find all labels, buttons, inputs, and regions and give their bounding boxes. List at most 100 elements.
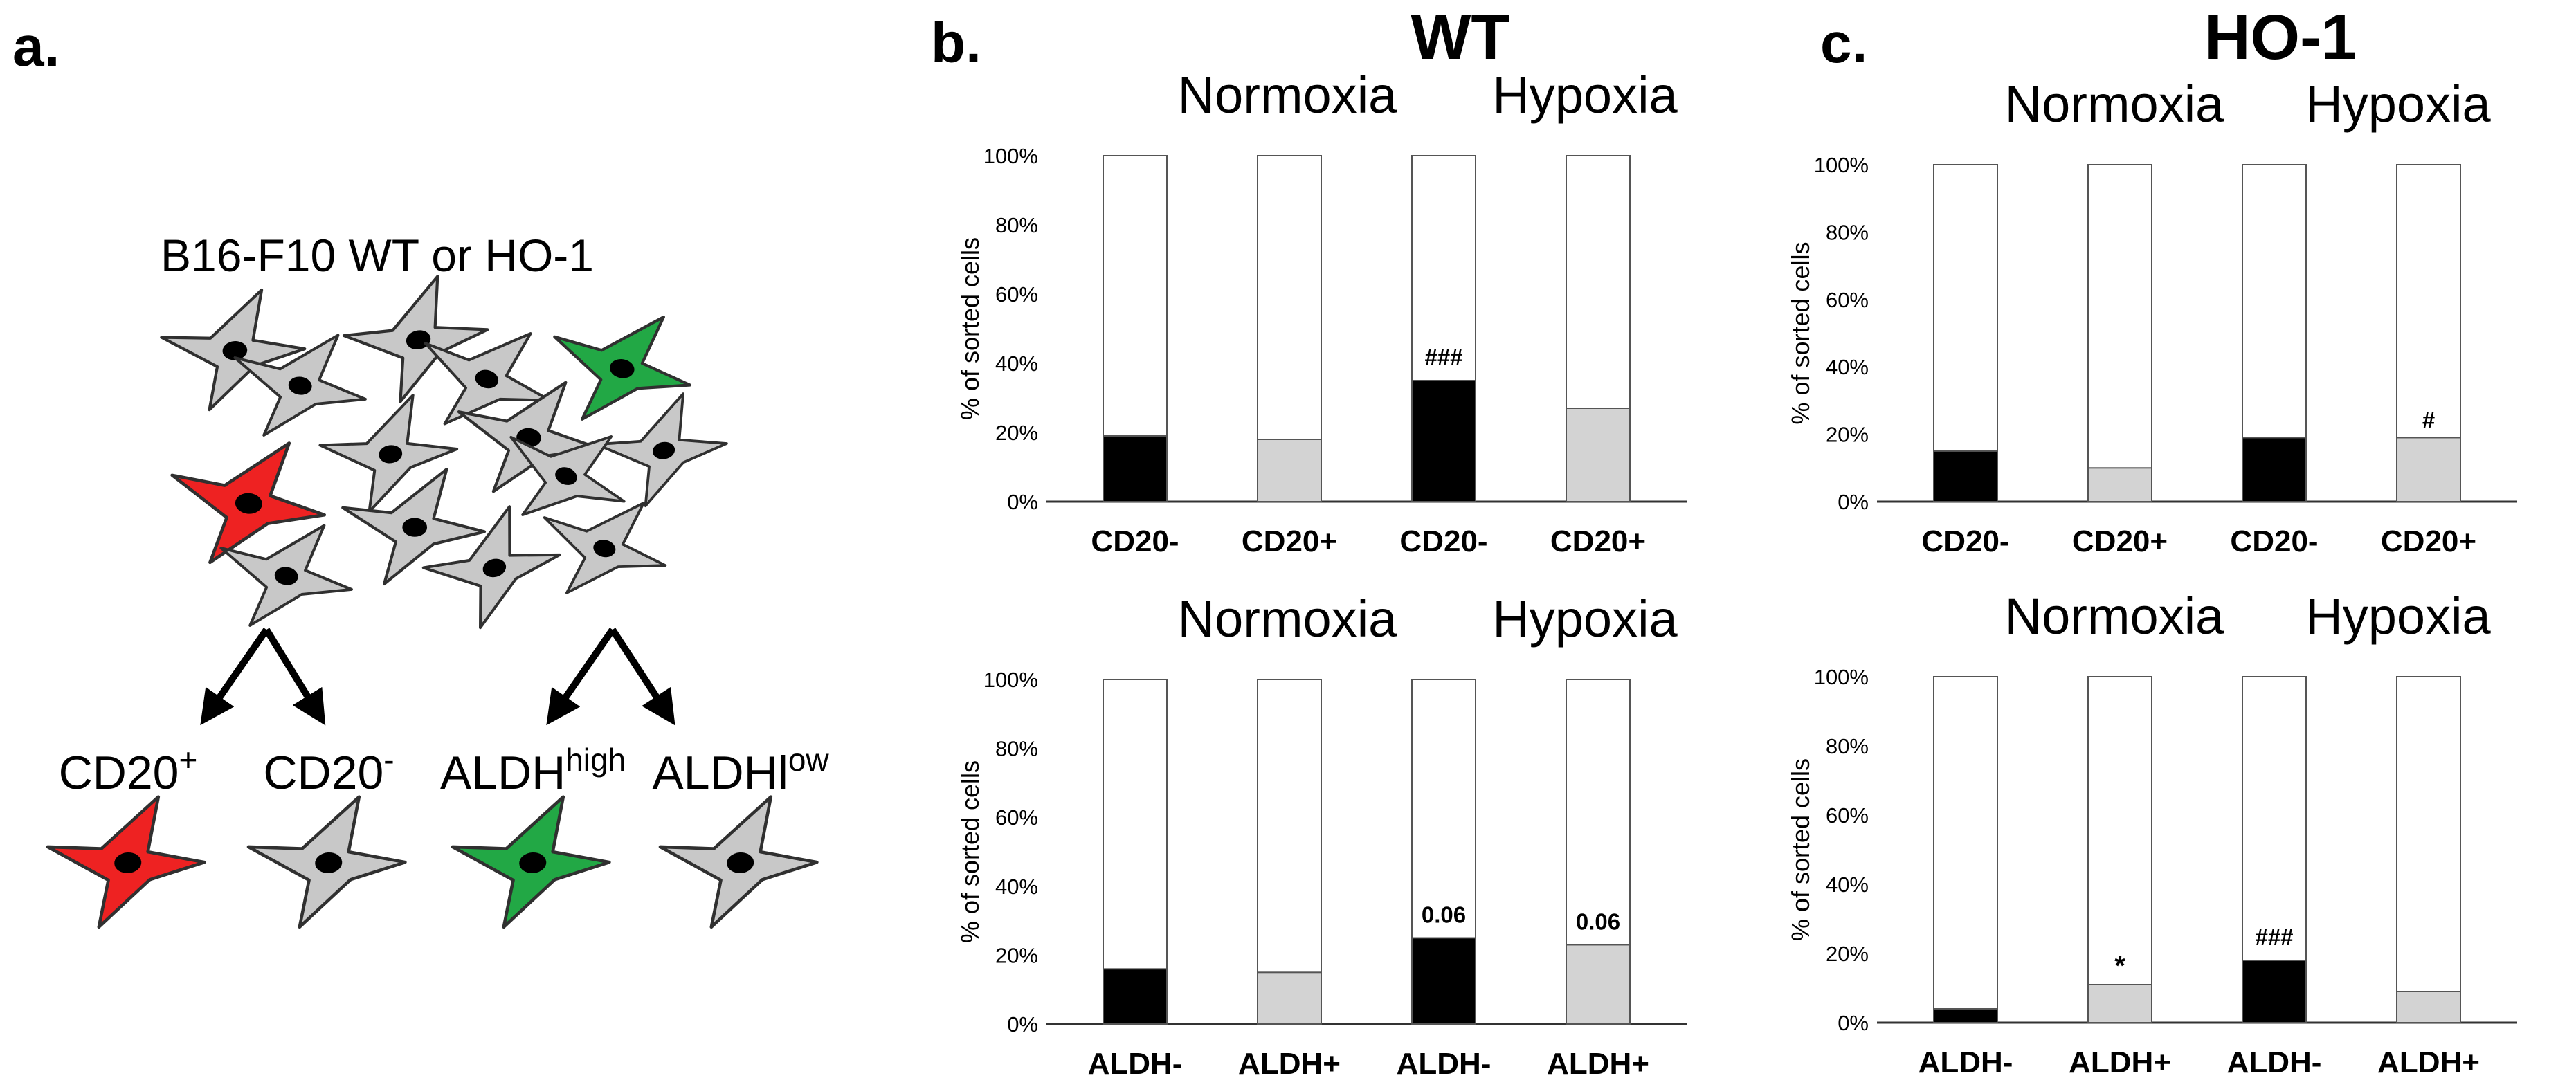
- y-tick-label: 40%: [995, 875, 1038, 899]
- x-tick-label: CD20-: [1399, 524, 1487, 558]
- y-tick-label: 100%: [983, 668, 1038, 692]
- bar-ALDH+: [2396, 991, 2461, 1023]
- panel-c-title: HO-1: [2204, 2, 2357, 73]
- y-tick-label: 20%: [995, 943, 1038, 967]
- population-label-base: ALDH: [440, 747, 565, 799]
- population-cell-2-nucleus: [315, 852, 343, 873]
- bar-CD20+: [2087, 467, 2152, 502]
- sorting-arrow-2: [263, 628, 326, 726]
- panel-a-label: a.: [12, 15, 60, 78]
- bar-ALDH+: [1566, 944, 1631, 1025]
- population-label-sup: high: [565, 742, 626, 778]
- sorting-arrow-3: [546, 628, 616, 726]
- y-axis-label: % of sorted cells: [1786, 758, 1815, 941]
- x-tick-label: ALDH-: [1088, 1047, 1183, 1081]
- cell-cluster: [160, 275, 728, 630]
- cluster-cell-10-nucleus: [235, 493, 262, 514]
- population-cell-2: [246, 795, 407, 929]
- bar-ALDH-: [1411, 937, 1476, 1025]
- population-label-sup: +: [179, 742, 197, 778]
- bar-annotation: 0.06: [1422, 902, 1466, 928]
- y-axis-label: % of sorted cells: [1786, 241, 1815, 424]
- bar-CD20+: [1566, 408, 1631, 502]
- x-tick-label: CD20+: [1242, 524, 1337, 558]
- population-cell-1-nucleus: [114, 852, 142, 873]
- bar-background: [1933, 164, 1998, 502]
- bar-background: [1103, 679, 1168, 1025]
- condition-label-hypoxia: Hypoxia: [2305, 75, 2491, 133]
- population-label-3: ALDHhigh: [440, 742, 626, 799]
- y-axis-label: % of sorted cells: [956, 760, 984, 943]
- panel-b-title: WT: [1411, 2, 1509, 73]
- condition-label-normoxia: Normoxia: [2005, 587, 2224, 645]
- bar-CD20-: [1411, 380, 1476, 502]
- population-cell-1: [46, 795, 206, 929]
- bar-annotation: #: [2422, 407, 2435, 432]
- population-label-sup: -: [383, 742, 394, 778]
- bar-ALDH-: [1933, 1008, 1998, 1023]
- bar-annotation: ###: [1424, 345, 1462, 370]
- sorted-populations: CD20+ CD20- ALDHhigh ALDHlow: [46, 742, 830, 929]
- bar-CD20+: [1257, 439, 1322, 502]
- population-cell-3-nucleus: [519, 852, 547, 873]
- cluster-cell-8: [595, 392, 728, 508]
- bar-annotation: *: [2114, 951, 2125, 981]
- bar-ALDH-: [2242, 960, 2307, 1023]
- bar-ALDH+: [1257, 971, 1322, 1025]
- y-axis-label: % of sorted cells: [956, 237, 984, 420]
- panel-b: b. WT: [931, 2, 1510, 75]
- x-tick-label: ALDH+: [2377, 1045, 2480, 1079]
- condition-label-normoxia: Normoxia: [2005, 75, 2224, 133]
- x-tick-label: ALDH-: [2227, 1045, 2322, 1079]
- x-tick-label: ALDH-: [1397, 1047, 1491, 1081]
- population-label-sup: ow: [788, 742, 830, 778]
- cluster-cell-14-nucleus: [593, 540, 616, 558]
- condition-label-hypoxia: Hypoxia: [1492, 66, 1678, 124]
- cluster-cell-10: [170, 441, 327, 565]
- chart-c-top: Normoxia Hypoxia % of sorted cells 0% 20% 40%…: [1786, 75, 2517, 558]
- cluster-cell-7-nucleus: [610, 359, 635, 378]
- sorting-arrows: [200, 628, 675, 726]
- y-tick-label: 0%: [1838, 1011, 1869, 1035]
- condition-label-normoxia: Normoxia: [1178, 66, 1397, 124]
- y-tick-label: 100%: [983, 144, 1038, 168]
- y-tick-label: 100%: [1814, 665, 1869, 689]
- sorting-arrow-1: [200, 628, 270, 726]
- x-tick-label: CD20+: [2381, 524, 2476, 558]
- bar-background: [2396, 676, 2461, 1023]
- x-tick-label: CD20-: [1921, 524, 2009, 558]
- cluster-cell-14: [543, 502, 667, 594]
- cluster-cell-13: [219, 524, 353, 627]
- bar-ALDH-: [1103, 968, 1168, 1025]
- y-tick-label: 60%: [1826, 288, 1869, 312]
- x-tick-label: ALDH-: [1919, 1045, 2013, 1079]
- bar-CD20-: [1933, 450, 1998, 503]
- cluster-cell-13-nucleus: [274, 567, 298, 585]
- bar-CD20-: [1103, 435, 1168, 502]
- panel-a: a. B16-F10 WT or HO-1 CD20+ CD20- ALDHhigh…: [12, 15, 830, 929]
- y-tick-label: 0%: [1838, 490, 1869, 514]
- y-tick-label: 0%: [1007, 1012, 1038, 1036]
- cluster-cell-12-nucleus: [482, 558, 507, 578]
- bar-ALDH+: [2087, 984, 2152, 1023]
- cluster-cell-9: [509, 435, 626, 516]
- y-tick-label: 20%: [1826, 942, 1869, 966]
- cluster-cell-5: [318, 394, 459, 513]
- y-tick-label: 80%: [1826, 220, 1869, 244]
- population-label-base: CD20: [59, 747, 179, 799]
- cluster-cell-12: [421, 505, 561, 630]
- x-tick-label: CD20-: [2230, 524, 2318, 558]
- x-tick-label: ALDH+: [2069, 1045, 2171, 1079]
- chart-b-bottom: Normoxia Hypoxia % of sorted cells 0% 20% 40%…: [956, 590, 1687, 1081]
- y-tick-label: 40%: [1826, 355, 1869, 379]
- population-cell-3: [451, 795, 611, 929]
- x-tick-label: ALDH+: [1238, 1047, 1341, 1081]
- cluster-cell-2-nucleus: [288, 376, 312, 395]
- population-cell-4-nucleus: [727, 852, 754, 873]
- cluster-cell-8-nucleus: [653, 441, 675, 459]
- y-tick-label: 40%: [995, 351, 1038, 376]
- y-tick-label: 80%: [1826, 734, 1869, 758]
- population-cell-4: [658, 795, 819, 929]
- bar-charts: Normoxia Hypoxia % of sorted cells 0% 20% 40%…: [956, 66, 2517, 1081]
